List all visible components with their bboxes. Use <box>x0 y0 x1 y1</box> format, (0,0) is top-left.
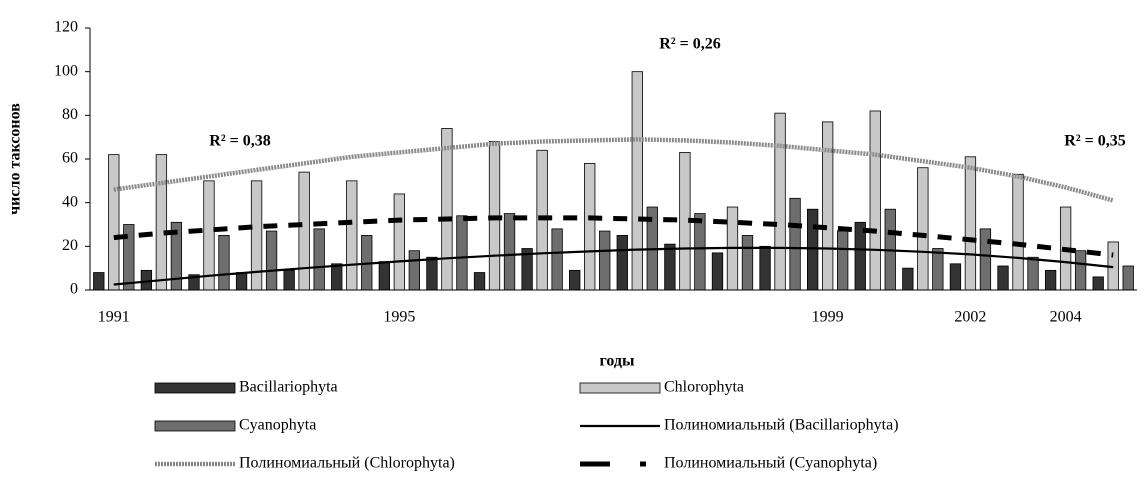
legend-label: Полиномиальный (Cyanophyta) <box>664 455 877 472</box>
legend-label: Полиномиальный (Bacillariophyta) <box>664 417 899 434</box>
bar <box>711 252 724 291</box>
bar <box>1122 265 1134 291</box>
bar <box>393 193 405 291</box>
bar <box>1074 250 1087 291</box>
bar <box>93 272 105 291</box>
bar <box>997 265 1009 291</box>
x-tick-label: 1999 <box>812 309 844 326</box>
bar <box>408 250 420 291</box>
y-tick-label: 20 <box>62 237 78 254</box>
bar <box>917 167 929 291</box>
legend-label: Полиномиальный (Chlorophyta) <box>239 455 455 472</box>
bar <box>741 235 754 291</box>
bar <box>441 128 453 291</box>
bar <box>902 267 914 291</box>
bar <box>616 235 628 291</box>
bar <box>631 71 643 291</box>
bar <box>1092 276 1104 291</box>
y-tick-label: 120 <box>54 19 78 36</box>
x-tick-label: 1991 <box>98 309 130 326</box>
bar <box>250 180 263 291</box>
bar <box>283 269 295 291</box>
trend-line <box>113 246 1114 286</box>
bar <box>1012 173 1024 291</box>
bar <box>837 230 849 291</box>
bar <box>1044 269 1057 291</box>
bar <box>694 213 706 291</box>
x-tick-label: 2004 <box>1050 309 1082 326</box>
bar <box>456 215 468 291</box>
bar <box>298 171 310 291</box>
x-tick-label: 2002 <box>954 309 986 326</box>
bar <box>108 154 120 291</box>
trend-line <box>113 137 1114 203</box>
y-axis-label: число таксонов <box>7 103 24 215</box>
bar <box>949 263 962 291</box>
x-axis-label: годы <box>600 353 636 370</box>
bar <box>584 162 596 291</box>
bar <box>203 180 215 291</box>
x-tick-label: 1995 <box>383 309 415 326</box>
y-tick-label: 80 <box>62 106 78 123</box>
bar <box>569 269 581 291</box>
bar <box>218 235 230 291</box>
legend-label: Chlorophyta <box>664 379 744 396</box>
y-tick-label: 0 <box>70 281 78 298</box>
bar <box>599 230 611 291</box>
bar <box>664 243 676 291</box>
legend-swatch <box>579 382 661 394</box>
bar <box>155 154 168 291</box>
bar <box>774 112 786 291</box>
y-tick-label: 60 <box>62 150 78 167</box>
bar <box>789 197 801 291</box>
bar <box>979 228 992 291</box>
bar <box>346 180 358 291</box>
legend-label: Cyanophyta <box>239 417 316 434</box>
bar <box>378 261 390 291</box>
bar <box>1027 256 1039 291</box>
annotation: R² = 0,35 <box>1064 133 1125 150</box>
legend-swatch <box>154 420 236 432</box>
bar <box>331 263 343 291</box>
annotation: R² = 0,26 <box>659 36 720 53</box>
bar <box>551 228 563 291</box>
bar <box>869 110 881 291</box>
y-tick-label: 40 <box>62 193 78 210</box>
bar <box>235 272 248 291</box>
legend-label: Bacillariophyta <box>239 379 338 396</box>
bar <box>313 228 325 291</box>
bar <box>822 121 834 291</box>
bar <box>503 213 516 291</box>
annotation: R² = 0,38 <box>209 133 270 150</box>
bar <box>265 230 278 291</box>
bar <box>759 245 771 291</box>
trend-line <box>113 215 1114 258</box>
bar <box>473 272 486 291</box>
bar <box>932 248 944 291</box>
bar <box>807 208 819 291</box>
bar <box>964 156 977 291</box>
bar <box>426 256 438 291</box>
legend-swatch <box>154 382 236 394</box>
y-tick-label: 100 <box>54 62 78 79</box>
